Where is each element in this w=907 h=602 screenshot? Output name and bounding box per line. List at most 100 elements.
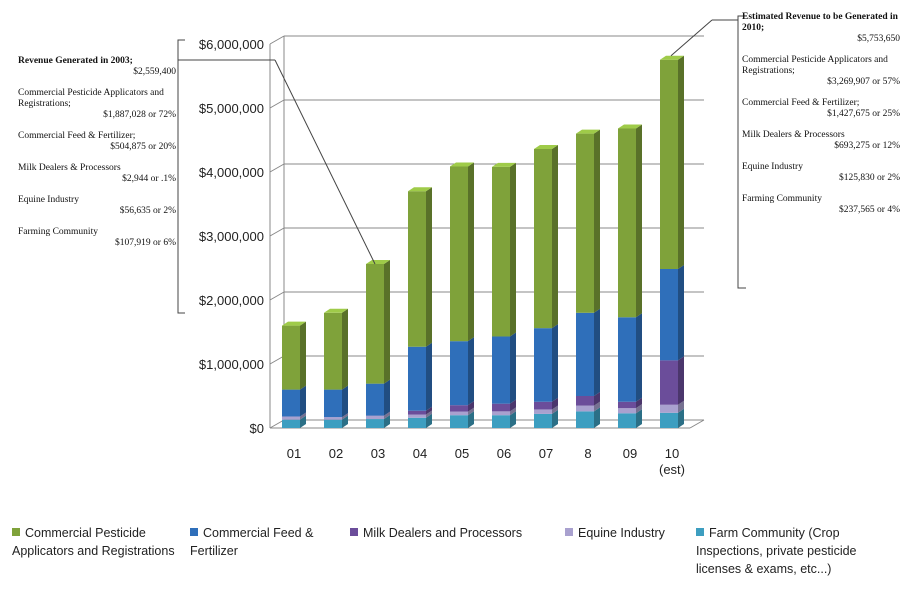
gridline-side xyxy=(269,227,285,237)
bar-segment xyxy=(282,419,300,428)
bar-side xyxy=(468,407,474,416)
bar-segment xyxy=(492,411,510,416)
bar-segment xyxy=(534,148,552,329)
x-tick-label: 06 xyxy=(497,446,511,461)
bar-side xyxy=(678,408,684,428)
bar-segment xyxy=(534,401,552,410)
legend-item-pesticide: Commercial Pesticide Applicators and Reg… xyxy=(12,526,175,558)
y-tick-label: $2,000,000 xyxy=(199,293,264,308)
bar-top xyxy=(660,55,684,60)
annotation-2003-item: Milk Dealers & Processors $2,944 or .1% xyxy=(18,163,176,184)
bar-top xyxy=(618,124,642,129)
bar-side xyxy=(426,187,432,347)
bar-side xyxy=(510,399,516,412)
bar-segment xyxy=(492,415,510,428)
annotation-2003-title: Revenue Generated in 2003; xyxy=(18,56,133,66)
bar-side xyxy=(426,413,432,428)
bar-side xyxy=(426,406,432,415)
bar-segment xyxy=(366,419,384,428)
bar-side xyxy=(552,409,558,428)
bar-side xyxy=(594,401,600,412)
bar-side xyxy=(384,415,390,428)
bar-segment xyxy=(618,401,636,409)
bar-segment xyxy=(324,419,342,428)
bar-top xyxy=(282,321,306,326)
bar-segment xyxy=(534,328,552,402)
annotation-2003-total: $2,559,400 xyxy=(133,67,176,77)
x-tick-label: (est) xyxy=(659,462,685,477)
legend-swatch xyxy=(696,528,704,536)
bar-segment xyxy=(366,415,384,420)
bar-segment xyxy=(408,191,426,347)
bar-side xyxy=(594,308,600,396)
bar-segment xyxy=(660,412,678,428)
x-tick-label: 05 xyxy=(455,446,469,461)
bar-side xyxy=(342,415,348,428)
gridline-side xyxy=(269,163,285,173)
bar-side xyxy=(510,162,516,337)
y-tick-label: $3,000,000 xyxy=(199,229,264,244)
gridline-side xyxy=(269,99,285,109)
x-tick-label: 03 xyxy=(371,446,385,461)
x-tick-label: 8 xyxy=(584,446,591,461)
bar-side xyxy=(636,397,642,409)
bar-top xyxy=(576,129,600,134)
gridline-side xyxy=(269,419,285,429)
y-tick-label: $4,000,000 xyxy=(199,165,264,180)
bar-side xyxy=(510,407,516,416)
stacked-bar-chart: $0 $1,000,000 $2,000,000 $3,000,000 $4,000,0… xyxy=(177,15,746,477)
bar-segment xyxy=(450,341,468,406)
bar-side xyxy=(300,321,306,390)
bar-side xyxy=(468,401,474,412)
bar-side xyxy=(552,397,558,410)
bar-segment xyxy=(492,336,510,404)
bracket-right xyxy=(737,15,746,289)
bar-side xyxy=(468,411,474,428)
bar-side xyxy=(426,410,432,418)
bar-side xyxy=(342,385,348,418)
legend-item-equine: Equine Industry xyxy=(565,524,685,542)
bar-segment xyxy=(576,133,594,313)
gridline-side xyxy=(269,355,285,365)
bar-side xyxy=(342,308,348,390)
legend-swatch xyxy=(350,528,358,536)
x-tick-label: 07 xyxy=(539,446,553,461)
bar-top xyxy=(450,162,474,167)
bar-side xyxy=(426,342,432,411)
legend-swatch xyxy=(12,528,20,536)
bar-segment xyxy=(324,312,342,390)
x-tick-label: 04 xyxy=(413,446,427,461)
gridline-side xyxy=(269,291,285,301)
bar-side xyxy=(552,405,558,414)
annotation-2010-item: Commercial Pesticide Applicators and Reg… xyxy=(742,55,900,87)
bar-side xyxy=(552,144,558,329)
bar-segment xyxy=(492,166,510,337)
bar-segment xyxy=(576,411,594,428)
bracket-left xyxy=(177,39,185,314)
annotation-2010: Estimated Revenue to be Generated in 201… xyxy=(742,12,900,226)
bar-side xyxy=(678,55,684,270)
y-tick-label: $1,000,000 xyxy=(199,357,264,372)
y-tick-label: $6,000,000 xyxy=(199,37,264,52)
bar-side xyxy=(510,332,516,404)
annotation-2003-item: Commercial Pesticide Applicators and Reg… xyxy=(18,88,176,120)
bar-segment xyxy=(282,416,300,420)
bar-side xyxy=(468,162,474,342)
bar-segment xyxy=(534,413,552,428)
legend-item-farm: Farm Community (Crop Inspections, privat… xyxy=(696,526,857,576)
y-tick-label: $0 xyxy=(250,421,264,436)
bar-side xyxy=(678,356,684,405)
bar-side xyxy=(678,265,684,361)
annotation-2010-title: Estimated Revenue to be Generated in 201… xyxy=(742,12,898,33)
annotation-2003-item: Commercial Feed & Fertilizer; $504,875 o… xyxy=(18,131,176,152)
bar-side xyxy=(468,337,474,406)
x-tick-label: 09 xyxy=(623,446,637,461)
annotation-2010-item: Milk Dealers & Processors $693,275 or 12… xyxy=(742,130,900,151)
bar-segment xyxy=(408,346,426,411)
annotation-2010-item: Commercial Feed & Fertilizer; $1,427,675… xyxy=(742,98,900,119)
bar-top xyxy=(324,308,348,313)
floor-edge xyxy=(689,419,705,429)
legend-swatch xyxy=(565,528,573,536)
bar-segment xyxy=(660,404,678,413)
x-tick-label: 10 xyxy=(665,446,679,461)
